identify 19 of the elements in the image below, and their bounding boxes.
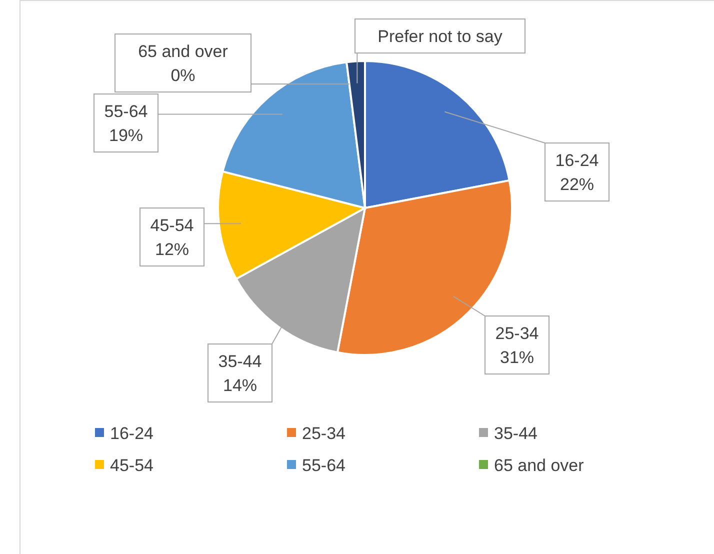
data-label: 19% — [108, 126, 144, 145]
data-label: 12% — [154, 240, 190, 259]
legend-label: 35-44 — [494, 424, 538, 443]
legend-label: 25-34 — [302, 424, 346, 443]
slice-label: Prefer not to say — [378, 27, 503, 46]
data-label: 14% — [222, 376, 258, 395]
data-label: 31% — [500, 348, 534, 367]
slice-label: 25-34 — [495, 324, 539, 343]
category-label: 65 and over — [138, 42, 228, 61]
slice-label: 16-24 — [555, 151, 599, 170]
legend-label: 16-24 — [110, 424, 154, 443]
slice-label: 55-64 — [104, 102, 148, 121]
text: 0% — [170, 66, 196, 85]
legend-label: 45-54 — [110, 456, 154, 475]
slice-label: 35-44 — [218, 352, 262, 371]
legend-label: 55-64 — [302, 456, 346, 475]
legend-label: 65 and over — [494, 456, 584, 475]
data-label: 22% — [560, 175, 594, 194]
slice-label: 45-54 — [150, 216, 194, 235]
